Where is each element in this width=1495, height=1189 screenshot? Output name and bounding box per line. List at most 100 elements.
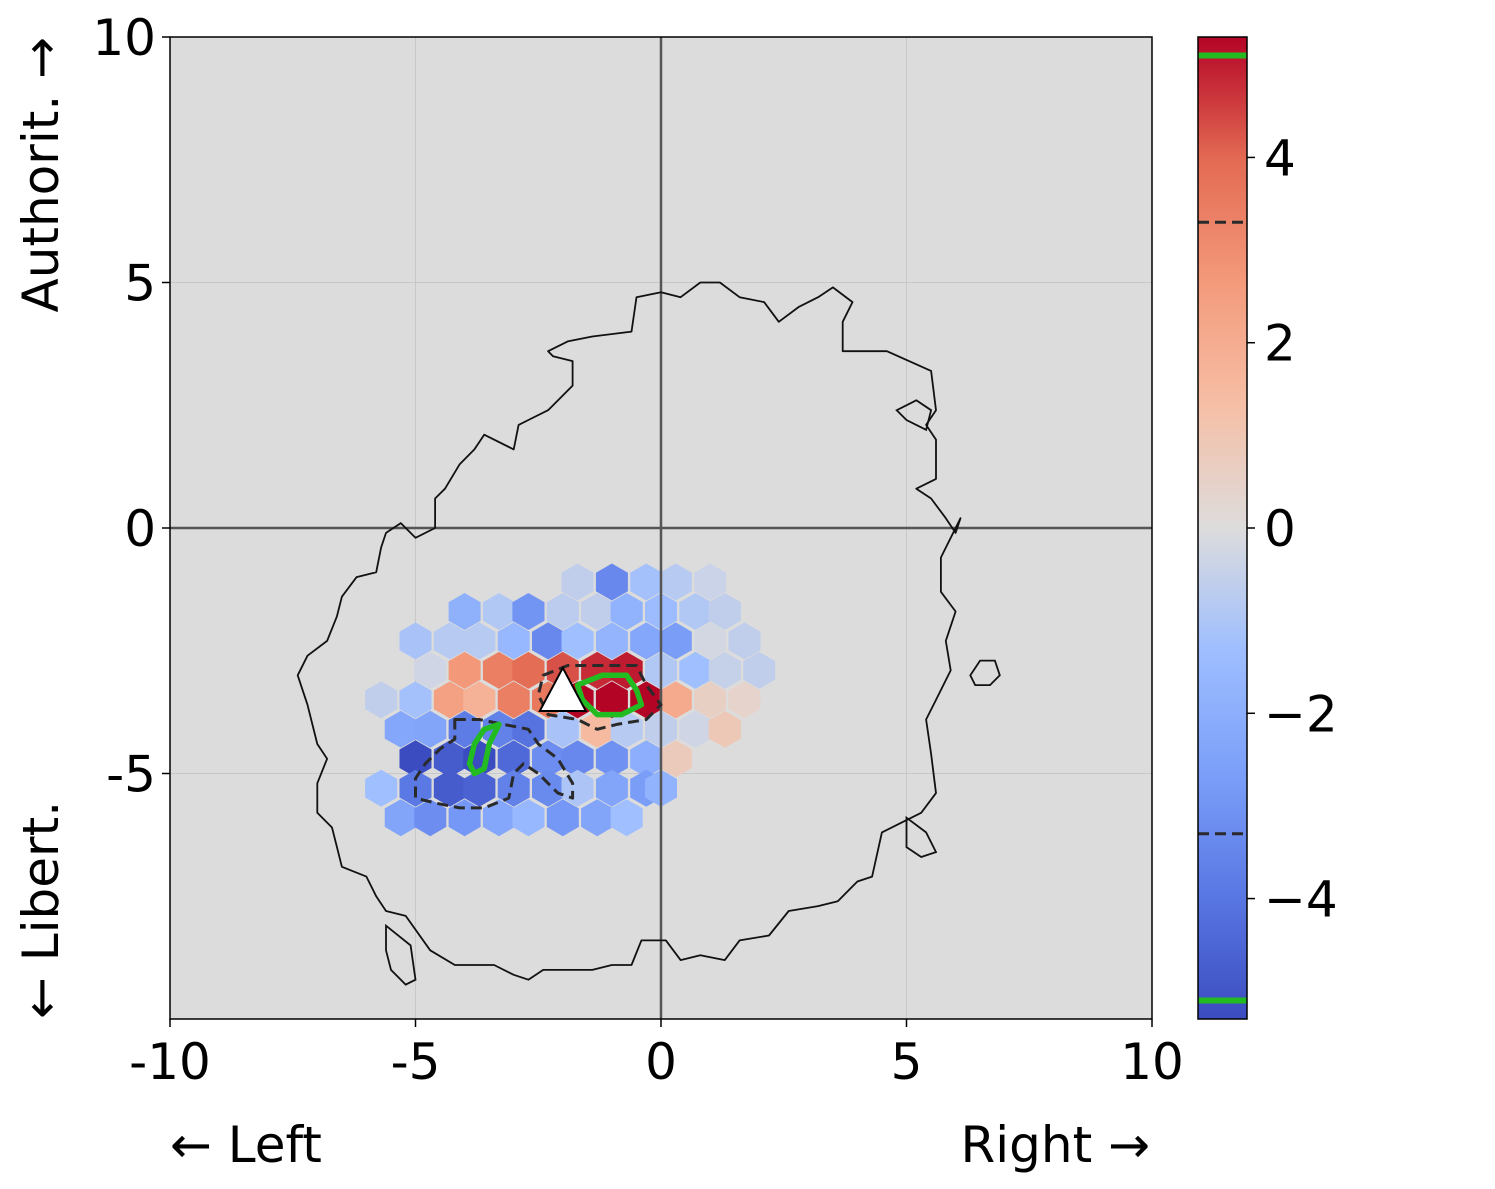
hex-cell	[497, 622, 530, 660]
hex-cell	[433, 769, 466, 807]
hex-cell	[694, 622, 727, 660]
colorbar-gradient	[1198, 37, 1247, 1019]
hex-cell	[630, 563, 663, 601]
hex-cell	[561, 563, 594, 601]
hex-cell	[694, 681, 727, 719]
hex-cell	[482, 651, 515, 689]
colorbar-tick-label: 2	[1264, 315, 1296, 373]
hex-cell	[497, 769, 530, 807]
dashed-contour	[536, 664, 663, 731]
green-contour	[574, 672, 645, 718]
hex-cell	[659, 563, 692, 601]
y-tick-label: 0	[124, 500, 156, 558]
hex-cell	[497, 740, 530, 778]
hex-cell	[708, 651, 741, 689]
outline-island	[895, 399, 933, 432]
marker-layer	[538, 665, 588, 712]
hex-cell	[595, 622, 628, 660]
hex-cell	[532, 740, 565, 778]
hexbin-layer	[365, 563, 776, 837]
outline-island	[969, 659, 1001, 686]
colorbar-ticks: −4 −2 0 2 4	[1247, 129, 1338, 929]
triangle-marker	[538, 665, 588, 712]
colorbar-threshold-lines	[1198, 52, 1247, 1004]
hex-cell	[659, 622, 692, 660]
colorbar: −4 −2 0 2 4	[1197, 36, 1338, 1020]
colorbar-tick-label: −2	[1264, 685, 1338, 743]
hex-cell	[546, 799, 579, 837]
x-tick-label: 10	[1120, 1033, 1184, 1091]
hex-cell	[463, 681, 496, 719]
hex-cell	[561, 740, 594, 778]
x-tick-label: -5	[391, 1033, 441, 1091]
x-tick-label: -10	[129, 1033, 211, 1091]
x-label-left: ← Left	[170, 1116, 322, 1174]
hex-cell	[414, 799, 447, 837]
colorbar-tick-label: 0	[1264, 500, 1296, 558]
hex-cell	[512, 799, 545, 837]
hex-cell	[581, 799, 614, 837]
hex-cell	[482, 799, 515, 837]
hex-cell	[482, 593, 515, 630]
tick-layer: -10 -5 0 5 10 -5 0 5 10	[92, 9, 1183, 1091]
hex-cell	[414, 710, 447, 748]
y-label-bottom: ← Libert.	[12, 801, 70, 1019]
hex-cell	[497, 681, 530, 719]
hex-cell	[708, 593, 741, 630]
hex-cell	[561, 622, 594, 660]
y-tick-label: 10	[92, 9, 156, 67]
hex-cell	[610, 799, 643, 837]
outline-contour	[296, 281, 962, 981]
colorbar-tick-label: 4	[1264, 129, 1296, 187]
hex-cell	[546, 593, 579, 630]
hex-cell	[581, 593, 614, 630]
x-tick-label: 0	[645, 1033, 677, 1091]
hex-cell	[708, 710, 741, 748]
hex-cell	[433, 622, 466, 660]
hex-cell	[743, 651, 776, 689]
hex-cell	[365, 769, 398, 807]
hex-cell	[399, 622, 432, 660]
hex-cell	[399, 740, 432, 778]
outline-island	[905, 815, 938, 858]
hex-cell	[630, 740, 663, 778]
outline-contours	[296, 281, 1001, 986]
hex-cell	[659, 681, 692, 719]
hex-cell	[512, 593, 545, 630]
y-tick-label: -5	[106, 746, 156, 804]
hex-cell	[532, 769, 565, 807]
threshold-contours	[414, 664, 663, 810]
zero-axes	[170, 37, 1152, 1019]
hex-cell	[694, 563, 727, 601]
hex-cell	[679, 651, 712, 689]
x-label-right: Right →	[961, 1116, 1150, 1174]
hex-cell	[610, 651, 643, 689]
hex-cell	[448, 593, 481, 630]
hex-cell	[399, 681, 432, 719]
colorbar-tick-label: −4	[1264, 871, 1338, 929]
x-tick-label: 5	[891, 1033, 923, 1091]
hex-cell	[414, 651, 447, 689]
outline-island	[385, 923, 417, 986]
y-label-top: Authorit. →	[12, 37, 70, 313]
hex-cell	[546, 710, 579, 748]
dashed-contour	[414, 718, 575, 810]
hex-cell	[679, 710, 712, 748]
hex-cell	[595, 681, 628, 719]
green-contour	[466, 721, 502, 777]
hex-cell	[384, 710, 417, 748]
hex-cell	[595, 769, 628, 807]
hex-cell	[365, 681, 398, 719]
hex-cell	[448, 651, 481, 689]
y-tick-label: 5	[124, 255, 156, 313]
hex-cell	[433, 681, 466, 719]
hex-cell	[384, 799, 417, 837]
hex-cell	[463, 769, 496, 807]
hex-cell	[532, 622, 565, 660]
hex-cell	[463, 622, 496, 660]
hex-cell	[679, 593, 712, 630]
hex-cell	[610, 593, 643, 630]
hex-cell	[728, 681, 761, 719]
hex-cell	[595, 563, 628, 601]
